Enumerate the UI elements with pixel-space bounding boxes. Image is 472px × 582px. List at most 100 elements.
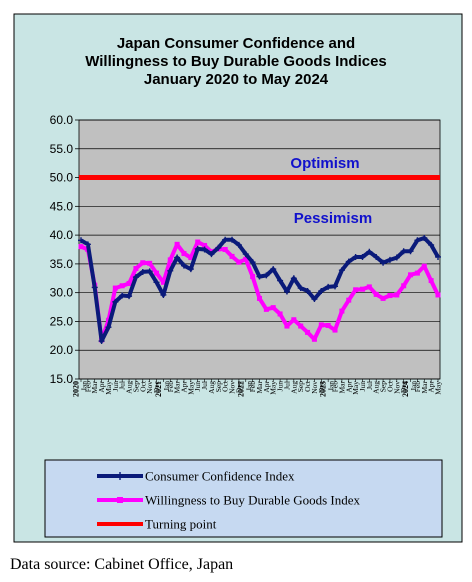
- confidence-series-point: [283, 288, 290, 295]
- x-axis: 2020 JanFebMarAprMayJunJulAugSepOctNovDec…: [72, 379, 443, 397]
- willingness-series-point: [339, 308, 345, 314]
- x-month-label: Mar: [255, 381, 264, 394]
- y-tick-label: 55.0: [50, 142, 74, 156]
- confidence-series-point: [428, 241, 435, 248]
- willingness-series-point: [284, 323, 290, 329]
- x-month-label: Sep: [296, 381, 305, 393]
- x-month-label: Sep: [214, 381, 223, 393]
- annotations: Optimism Pessimism: [290, 155, 372, 227]
- willingness-series-point: [229, 253, 235, 259]
- willingness-series-point: [277, 311, 283, 317]
- x-month-label: Feb: [248, 381, 257, 393]
- y-tick-label: 30.0: [50, 286, 74, 300]
- chart-title: Japan Consumer Confidence andWillingness…: [85, 35, 387, 88]
- confidence-series-point: [105, 324, 112, 331]
- willingness-series-point: [147, 260, 153, 266]
- x-month-label: May: [351, 381, 360, 395]
- x-month-label: Sep: [379, 381, 388, 393]
- willingness-series-point: [291, 317, 297, 323]
- x-month-label: Oct: [385, 380, 394, 392]
- x-month-label: Dec: [234, 380, 243, 393]
- willingness-series-point: [236, 259, 242, 265]
- x-month-label: Dec: [399, 380, 408, 393]
- x-month-label: Nov: [392, 381, 401, 394]
- willingness-series-point: [188, 255, 194, 261]
- x-month-label: Apr: [179, 381, 188, 393]
- x-month-label: Mar: [337, 381, 346, 394]
- series-layer: [78, 175, 441, 345]
- willingness-series-point: [346, 297, 352, 303]
- willingness-series-point: [435, 292, 441, 298]
- x-month-label: Jul: [118, 381, 127, 390]
- x-month-label: Apr: [427, 381, 436, 393]
- x-month-label: Sep: [131, 381, 140, 393]
- x-month-label: Aug: [289, 381, 298, 394]
- confidence-series-point: [373, 253, 380, 260]
- confidence-legend-label: Consumer Confidence Index: [145, 469, 295, 484]
- confidence-series-point: [242, 251, 249, 258]
- x-month-label: Mar: [420, 381, 429, 394]
- confidence-series-point: [126, 293, 133, 300]
- confidence-series-point: [84, 241, 91, 248]
- x-month-label: May: [104, 381, 113, 395]
- confidence-series-point: [290, 275, 297, 282]
- willingness-series-point: [119, 283, 125, 289]
- willingness-series-point: [373, 291, 379, 297]
- x-month-label: Dec: [152, 380, 161, 393]
- confidence-series-point: [263, 272, 270, 279]
- willingness-legend-label: Willingness to Buy Durable Goods Index: [145, 493, 361, 508]
- willingness-series-point: [270, 305, 276, 311]
- confidence-series-point: [194, 245, 201, 252]
- confidence-series-point: [318, 287, 325, 294]
- willingness-series-point: [222, 247, 228, 252]
- confidence-series-point: [332, 283, 339, 290]
- willingness-series-point: [257, 295, 262, 301]
- x-month-label: Jan: [162, 381, 171, 391]
- willingness-series-point: [181, 251, 187, 257]
- x-month-label: Jan: [80, 381, 89, 391]
- x-month-label: Feb: [83, 381, 92, 393]
- willingness-series-point: [428, 278, 434, 284]
- confidence-series-point: [208, 251, 215, 258]
- confidence-series-point: [270, 266, 277, 273]
- willingness-series-point: [359, 286, 365, 292]
- confidence-series-point: [414, 237, 421, 244]
- x-month-label: Apr: [344, 381, 353, 393]
- confidence-series-point: [160, 291, 167, 298]
- confidence-series-point: [167, 267, 174, 274]
- confidence-series-point: [91, 284, 98, 291]
- confidence-series-point: [229, 236, 236, 243]
- willingness-series-point: [366, 284, 372, 290]
- willingness-series-point: [167, 257, 173, 263]
- x-month-label: Apr: [97, 381, 106, 393]
- confidence-series-point: [345, 258, 352, 265]
- willingness-series-point: [140, 260, 146, 266]
- willingness-series-point: [401, 283, 407, 289]
- x-month-label: Oct: [303, 380, 312, 392]
- x-month-label: Aug: [125, 381, 134, 394]
- confidence-series-point: [78, 237, 84, 244]
- y-tick-label: 20.0: [50, 343, 74, 357]
- y-tick-label: 60.0: [50, 113, 74, 127]
- x-month-label: Oct: [221, 380, 230, 392]
- willingness-series-point: [311, 336, 317, 342]
- confidence-series-point: [352, 253, 359, 260]
- optimism-label: Optimism: [290, 155, 359, 172]
- x-month-label: Apr: [262, 381, 271, 393]
- willingness-series-point: [380, 295, 386, 301]
- confidence-series-point: [119, 292, 126, 299]
- x-month-label: Jan: [244, 381, 253, 391]
- x-month-label: Jan: [327, 381, 336, 391]
- confidence-series-point: [421, 234, 428, 241]
- x-month-label: Feb: [413, 381, 422, 393]
- legend: Consumer Confidence Index Willingness to …: [44, 459, 443, 538]
- willingness-series-point: [414, 270, 420, 276]
- willingness-series-point: [298, 323, 304, 329]
- confidence-series-point: [98, 338, 105, 345]
- x-month-label: Jul: [282, 381, 291, 390]
- x-month-label: Jul: [365, 381, 374, 390]
- confidence-legend-marker: [116, 472, 124, 480]
- willingness-series-point: [112, 285, 118, 291]
- willingness-series-point: [160, 279, 166, 285]
